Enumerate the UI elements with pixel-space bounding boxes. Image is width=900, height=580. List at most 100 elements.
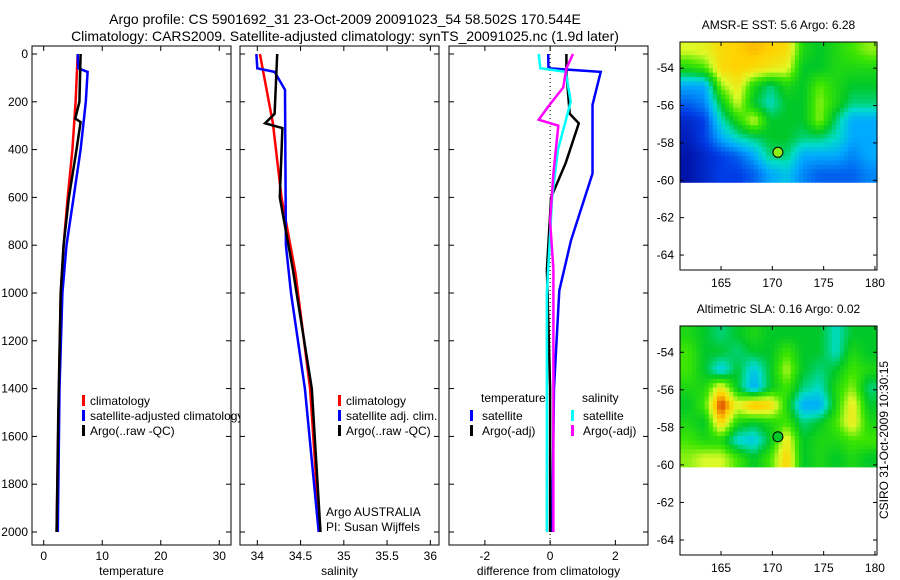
heatmap-cell [721, 46, 726, 52]
heatmap-cell [778, 383, 784, 389]
heatmap-cell [741, 155, 747, 161]
heatmap-cell [782, 107, 788, 113]
heatmap-cell [860, 413, 866, 419]
heatmap-cell [872, 339, 878, 345]
heatmap-cell [848, 330, 853, 336]
heatmap-cell [840, 72, 845, 78]
heatmap-cell [840, 334, 845, 340]
heatmap-cell [692, 107, 698, 113]
heatmap-cell [872, 125, 878, 131]
heatmap-cell [762, 72, 767, 78]
heatmap-cell [762, 120, 767, 126]
heatmap-cell [856, 160, 862, 166]
legend-swatch [338, 425, 341, 436]
heatmap-cell [831, 339, 837, 345]
heatmap-cell [815, 330, 821, 336]
heatmap-cell [835, 413, 841, 419]
heatmap-cell [844, 103, 849, 109]
heatmap-cell [729, 160, 734, 166]
x-axis-label: difference from climatology [477, 564, 620, 578]
heatmap-cell [753, 444, 759, 450]
heatmap-cell [688, 444, 693, 450]
heatmap-cell [803, 81, 808, 87]
heatmap-cell [712, 98, 718, 104]
heatmap-cell [864, 334, 870, 340]
heatmap-cell [848, 383, 853, 389]
heatmap-cell [864, 374, 870, 380]
heatmap-cell [700, 46, 706, 52]
heatmap-cell [716, 449, 722, 455]
heatmap-cell [831, 50, 837, 56]
heatmap-cell [831, 42, 837, 47]
heatmap-cell [704, 155, 710, 161]
heatmap-cell [762, 444, 767, 450]
heatmap-cell [844, 160, 849, 166]
heatmap-cell [770, 160, 775, 166]
heatmap-cell [807, 356, 812, 362]
heatmap-cell [757, 85, 763, 91]
heatmap-cell [766, 77, 771, 83]
heatmap-cell [856, 151, 862, 157]
heatmap-cell [823, 444, 829, 450]
heatmap-cell [856, 356, 862, 362]
heatmap-cell [794, 173, 800, 179]
heatmap-cell [803, 103, 808, 109]
heatmap-cell [856, 68, 862, 74]
heatmap-cell [819, 361, 825, 367]
heatmap-cell [745, 449, 751, 455]
heatmap-cell [807, 59, 812, 65]
heatmap-cell [733, 387, 739, 393]
heatmap-cell [840, 164, 845, 170]
heatmap-cell [729, 383, 734, 389]
heatmap-cell [819, 422, 825, 428]
heatmap-cell [766, 147, 771, 153]
heatmap-cell [778, 348, 784, 353]
heatmap-cell [712, 138, 718, 144]
heatmap-cell [725, 449, 730, 455]
heatmap-cell [696, 177, 702, 183]
heatmap-cell [733, 330, 739, 336]
heatmap-cell [712, 173, 718, 179]
heatmap-cell [774, 50, 780, 56]
heatmap-cell [749, 55, 755, 61]
heatmap-cell [741, 90, 747, 96]
heatmap-cell [786, 77, 792, 83]
heatmap-cell [815, 365, 821, 371]
heatmap-cell [852, 133, 858, 139]
heatmap-cell [811, 63, 817, 69]
heatmap-cell [819, 59, 825, 65]
heatmap-cell [774, 107, 780, 113]
heatmap-cell [708, 90, 714, 96]
heatmap-cell [782, 116, 788, 122]
heatmap-cell [688, 369, 693, 375]
heatmap-cell [770, 369, 775, 375]
heatmap-cell [827, 164, 833, 170]
heatmap-cell [799, 103, 804, 109]
legend-label: Argo(-adj) [583, 424, 636, 438]
heatmap-cell [815, 378, 821, 384]
heatmap-cell [872, 55, 878, 61]
heatmap-cell [844, 77, 849, 83]
heatmap-cell [790, 374, 796, 380]
heatmap-cell [852, 160, 858, 166]
heatmap-cell [721, 330, 726, 336]
heatmap-cell [827, 334, 833, 340]
heatmap-cell [770, 383, 775, 389]
heatmap-cell [827, 348, 833, 353]
heatmap-cell [692, 374, 698, 380]
heatmap-cell [811, 405, 817, 411]
heatmap-cell [794, 431, 800, 437]
heatmap-cell [721, 120, 726, 126]
heatmap-cell [737, 348, 743, 353]
heatmap-cell [790, 169, 796, 174]
heatmap-cell [782, 369, 788, 375]
heatmap-cell [729, 151, 734, 157]
heatmap-cell [872, 369, 878, 375]
heatmap-cell [704, 50, 710, 56]
heatmap-cell [757, 55, 763, 61]
heatmap-cell [688, 418, 693, 424]
heatmap-cell [753, 383, 759, 389]
heatmap-cell [823, 396, 829, 402]
heatmap-cell [811, 147, 817, 153]
heatmap-cell [835, 330, 841, 336]
